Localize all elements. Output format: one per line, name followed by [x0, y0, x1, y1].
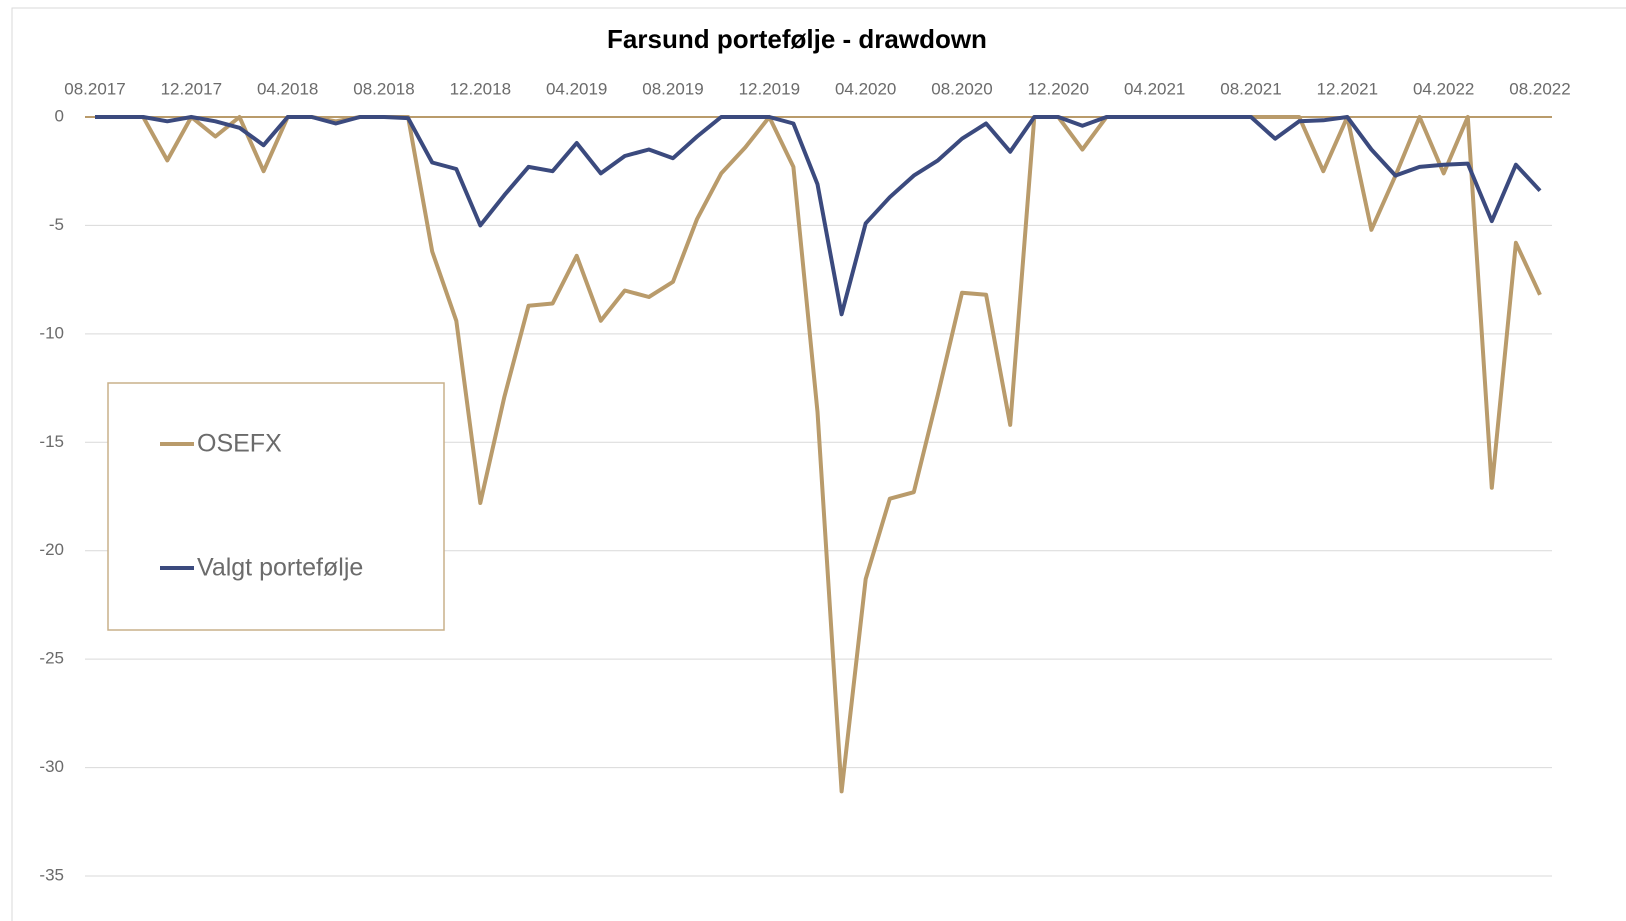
- x-tick-label: 12.2018: [450, 79, 511, 98]
- y-tick-label: -30: [39, 757, 64, 776]
- x-tick-label: 04.2020: [835, 79, 896, 98]
- legend-label: OSEFX: [197, 430, 282, 458]
- x-tick-label: 08.2018: [353, 79, 414, 98]
- y-tick-label: -10: [39, 323, 64, 342]
- y-tick-label: -5: [49, 215, 64, 234]
- x-tick-label: 12.2021: [1317, 79, 1378, 98]
- x-tick-label: 04.2018: [257, 79, 318, 98]
- y-tick-label: -25: [39, 649, 64, 668]
- x-tick-label: 04.2022: [1413, 79, 1474, 98]
- line-series: [95, 115, 1542, 794]
- x-tick-label: 12.2020: [1028, 79, 1089, 98]
- line-series: [95, 115, 1542, 317]
- x-tick-label: 12.2019: [739, 79, 800, 98]
- y-tick-label: -15: [39, 432, 64, 451]
- legend-label: Valgt portefølje: [197, 554, 363, 582]
- x-tick-label: 12.2017: [161, 79, 222, 98]
- legend-box: [107, 382, 445, 631]
- y-tick-label: 0: [55, 106, 64, 125]
- chart-title: Farsund portefølje - drawdown: [607, 24, 987, 54]
- y-tick-label: -20: [39, 540, 64, 559]
- x-tick-label: 04.2021: [1124, 79, 1185, 98]
- x-tick-label: 04.2019: [546, 79, 607, 98]
- x-tick-label: 08.2021: [1220, 79, 1281, 98]
- x-tick-label: 08.2022: [1509, 79, 1570, 98]
- x-tick-label: 08.2017: [64, 79, 125, 98]
- x-tick-label: 08.2019: [642, 79, 703, 98]
- x-tick-label: 08.2020: [931, 79, 992, 98]
- y-tick-label: -35: [39, 865, 64, 884]
- chart-frame: [11, 7, 1626, 921]
